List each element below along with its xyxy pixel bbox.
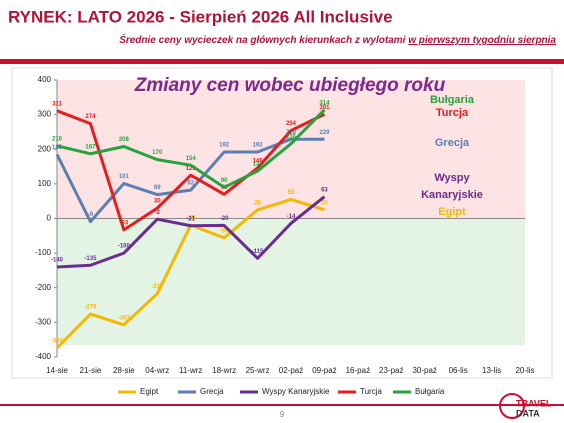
y-tick-label: -100 [35,248,52,257]
value-label: 154 [186,156,197,162]
logo-text: DATA [516,408,540,418]
value-label: 216 [286,134,297,140]
x-tick-label: 11-wrz [179,366,202,375]
legend-label: Egipt [140,387,159,396]
y-tick-label: 0 [47,214,52,223]
annotation: Wyspy [434,172,470,184]
value-label: 210 [52,136,63,142]
value-label: 55 [288,190,295,196]
value-label: 192 [253,143,264,149]
y-tick-label: 200 [38,144,52,153]
x-tick-label: 20-lis [515,366,534,375]
x-tick-label: 28-sie [113,366,135,375]
value-label: 137 [253,162,264,168]
value-label: -9 [88,212,94,218]
value-label: 229 [319,130,330,136]
series-line [56,109,326,232]
value-label: 311 [52,101,62,107]
legend-label: Wyspy Kanaryjskie [262,387,330,396]
value-label: -307 [118,315,131,321]
value-label: 63 [321,187,328,193]
annotation: Grecja [435,137,470,149]
series-line [56,108,326,189]
value-label: -19 [186,216,195,222]
value-label: -21 [186,216,195,222]
y-tick-label: -200 [35,283,52,292]
y-tick-label: -300 [35,317,52,326]
y-tick-label: 100 [38,179,52,188]
annotation: Bułgaria [430,94,475,106]
value-label: -14 [287,214,296,220]
x-tick-label: 25-wrz [246,366,270,375]
negative-band [57,218,525,345]
value-label: 187 [85,144,96,150]
series-line [56,195,326,269]
value-label: -2 [155,210,161,216]
value-label: 314 [319,100,330,106]
x-tick-label: 16-paź [346,366,370,375]
value-label: 125 [186,166,197,172]
value-label: -33 [120,221,129,227]
x-tick-label: 21-sie [80,366,102,375]
value-label: 254 [286,121,297,127]
x-tick-label: 04-wrz [145,366,169,375]
x-tick-label: 14-sie [46,366,68,375]
x-tick-label: 02-paź [279,366,303,375]
value-label: 208 [119,137,130,143]
value-label: -20 [220,216,229,222]
slide-subtitle: Średnie ceny wycieczek na głównych kieru… [119,33,556,46]
x-tick-label: 06-lis [449,366,468,375]
value-label: 170 [152,150,163,156]
legend-label: Turcja [360,387,382,396]
value-label: 25 [321,200,328,206]
y-tick-label: 400 [38,75,52,84]
x-tick-label: 13-lis [482,366,501,375]
x-tick-label: 23-paź [379,366,403,375]
page-number: 9 [280,410,285,419]
footer-bar [0,404,564,406]
value-label: -115 [252,249,264,255]
logo-text: TRAVEL [516,398,552,408]
subtitle-underlined: w pierwszym tygodniu sierpnia [408,35,556,46]
header-bar [0,59,564,64]
annotation: Turcja [436,107,469,119]
slide-title: RYNEK: LATO 2026 - Sierpień 2026 All Inc… [8,7,393,26]
legend-label: Bułgaria [415,387,445,396]
legend-label: Grecja [200,387,224,396]
y-tick-label: 300 [38,110,52,119]
value-label: 229 [286,130,297,136]
subtitle-text: Średnie ceny wycieczek na głównych kieru… [119,33,408,46]
y-tick-label: -400 [35,352,52,361]
value-label: 185 [52,145,63,151]
value-label: -140 [51,258,64,264]
value-label: -217 [151,284,164,290]
x-tick-label: 18-wrz [212,366,236,375]
annotation: Kanaryjskie [421,189,483,201]
value-label: -135 [84,256,97,262]
value-label: 25 [254,200,261,206]
value-label: -56 [220,228,229,234]
value-label: -276 [84,305,97,311]
positive-band [57,80,525,219]
value-label: 101 [119,174,130,180]
value-label: 192 [219,143,230,149]
value-label: -374 [51,339,64,345]
value-label: 69 [154,185,161,191]
chart-title: Zmiany cen wobec ubiegłego roku [134,75,446,96]
chart-frame [11,67,553,379]
value-label: 30 [154,199,161,205]
value-label: 146 [253,159,264,165]
logo-ring [499,393,525,419]
value-label: 90 [221,178,228,184]
x-tick-label: 09-paź [312,366,336,375]
value-label: 82 [187,181,194,187]
x-tick-label: 30-paź [412,366,436,375]
value-label: 301 [319,105,330,111]
annotation: Egipt [438,206,466,218]
value-label: 274 [85,114,96,120]
value-label: -100 [118,244,131,250]
